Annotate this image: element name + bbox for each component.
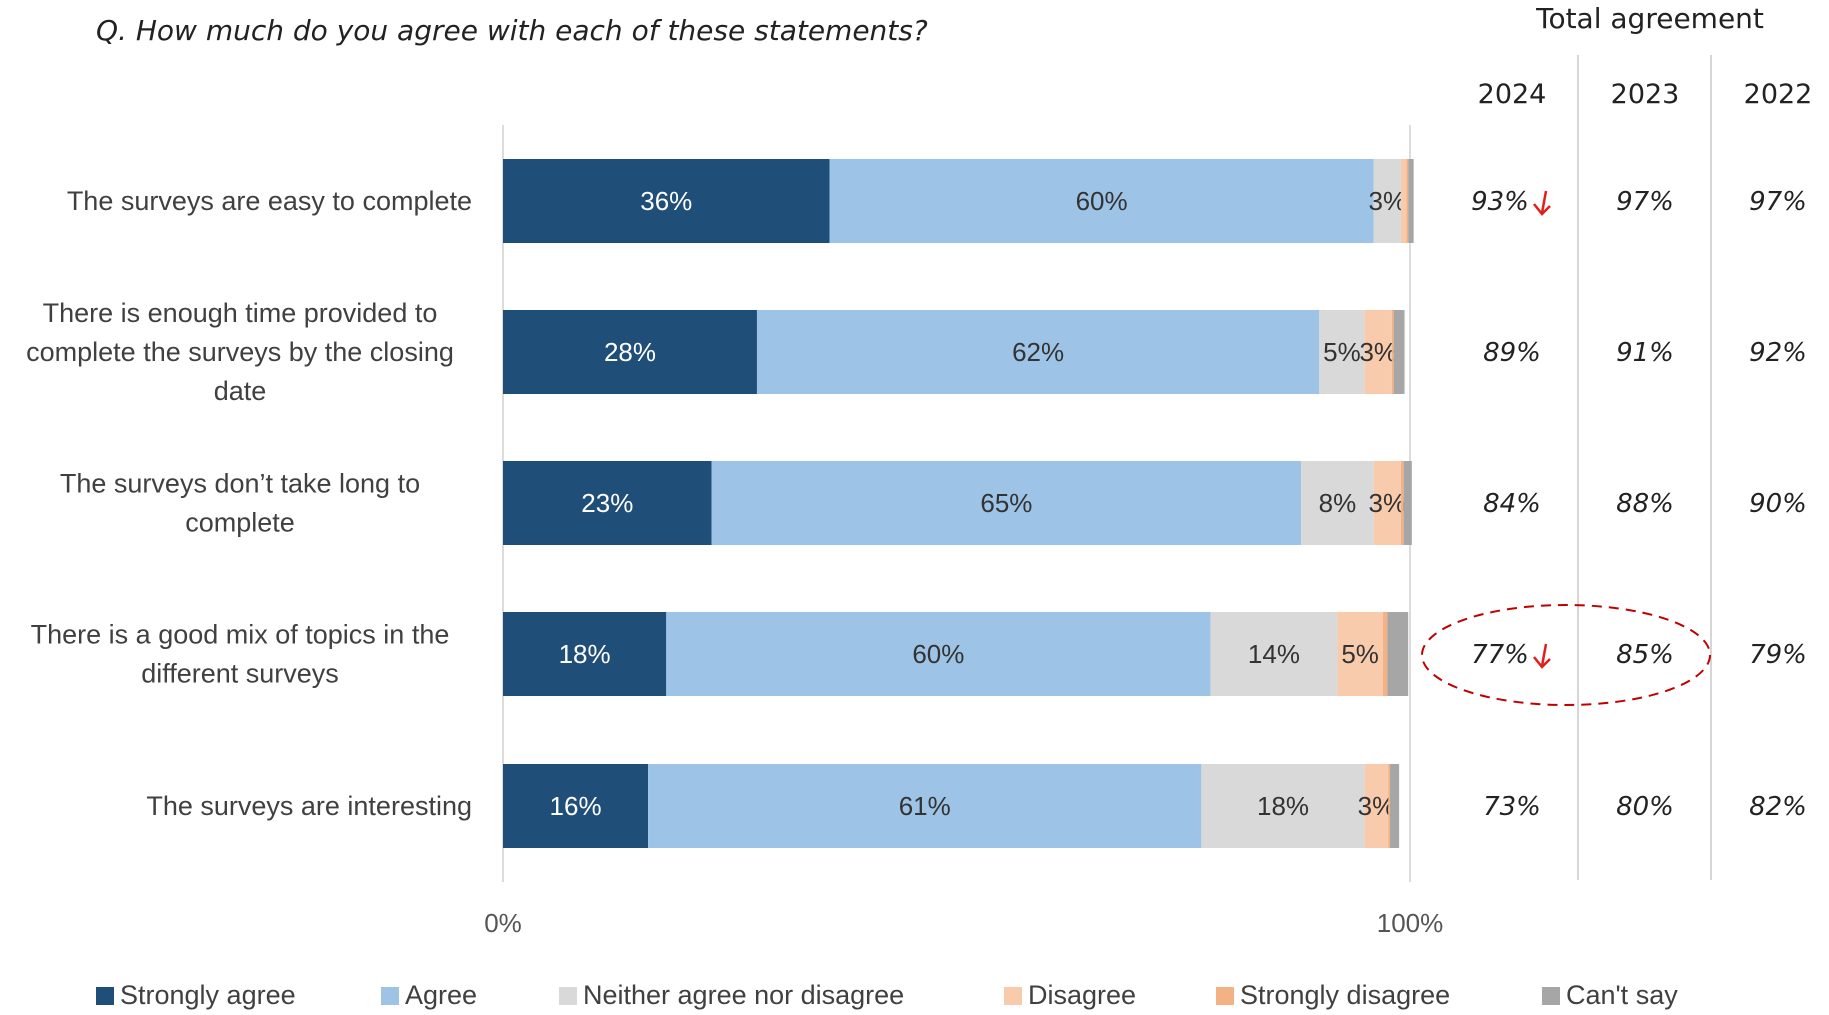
bar-segment-agree	[829, 159, 1374, 243]
bar-segment-disagree	[1400, 159, 1407, 243]
legend-item: Agree	[381, 980, 559, 1011]
down-arrow-icon	[1533, 643, 1551, 669]
legend-label: Strongly disagree	[1240, 980, 1451, 1010]
total-agreement-value: 90%	[1749, 489, 1807, 519]
legend-item: Can't say	[1542, 980, 1702, 1011]
bar-data-label: 28%	[604, 337, 656, 367]
highlight-circle	[1421, 604, 1711, 706]
total-agreement-value: 97%	[1749, 187, 1807, 217]
total-agreement-value: 97%	[1616, 187, 1674, 217]
bar-data-label: 65%	[980, 488, 1032, 518]
legend-item: Strongly agree	[96, 980, 381, 1011]
total-agreement-value: 80%	[1616, 792, 1674, 822]
bar-segment-can-t-say	[1393, 310, 1405, 394]
total-agreement-value: 91%	[1616, 338, 1674, 368]
chart-legend: Strongly agree Agree Neither agree nor dis…	[96, 980, 1702, 1011]
bar-segment-neither-agree-nor-disagree	[1319, 310, 1365, 394]
bar-segment-agree	[756, 310, 1320, 394]
bar-segment-strongly-disagree	[1388, 764, 1391, 848]
year-header-2023: 2023	[1611, 79, 1680, 110]
bar-segment-neither-agree-nor-disagree	[1373, 159, 1401, 243]
total-agreement-title: Total agreement	[1536, 2, 1764, 35]
bar-segment-strongly-agree	[503, 612, 667, 696]
legend-swatch	[1004, 986, 1022, 1005]
total-agreement-value: 88%	[1616, 489, 1674, 519]
down-arrow-icon	[1533, 190, 1551, 216]
bar-segment-strongly-disagree	[1400, 461, 1404, 545]
total-agreement-value: 92%	[1749, 338, 1807, 368]
legend-swatch	[1216, 986, 1234, 1005]
bar-data-label: 3%	[1359, 337, 1397, 367]
bar-segment-disagree	[1373, 461, 1401, 545]
bar-segment-agree	[711, 461, 1302, 545]
bar-segment-strongly-agree	[503, 461, 712, 545]
bar-segment-strongly-disagree	[1382, 612, 1388, 696]
category-label: There is a good mix of topics in the diff…	[31, 620, 450, 689]
bar-segment-can-t-say	[1387, 612, 1409, 696]
x-tick-label: 0%	[484, 908, 522, 938]
total-agreement-value: 85%	[1616, 640, 1674, 670]
legend-item: Disagree	[1004, 980, 1216, 1011]
total-agreement-value: 93%	[1471, 187, 1529, 217]
legend-swatch	[559, 986, 577, 1005]
total-agreement-value: 73%	[1483, 792, 1541, 822]
total-agreement-value: 89%	[1483, 338, 1541, 368]
x-tick-label: 100%	[1377, 908, 1444, 938]
bar-data-label: 61%	[899, 791, 951, 821]
category-label: The surveys are interesting	[146, 791, 472, 821]
bar-data-label: 3%	[1369, 488, 1407, 518]
bar-data-label: 18%	[1257, 791, 1309, 821]
bar-data-label: 5%	[1323, 337, 1361, 367]
bar-segment-neither-agree-nor-disagree	[1301, 461, 1374, 545]
legend-swatch	[1542, 986, 1560, 1005]
bar-data-label: 18%	[559, 639, 611, 669]
bar-segment-neither-agree-nor-disagree	[1201, 764, 1365, 848]
legend-swatch	[96, 986, 114, 1005]
total-agreement-value: 84%	[1483, 489, 1541, 519]
bar-segment-disagree	[1337, 612, 1383, 696]
bar-segment-agree	[648, 764, 1202, 848]
bar-data-label: 60%	[912, 639, 964, 669]
bar-segment-agree	[666, 612, 1211, 696]
bar-data-label: 8%	[1319, 488, 1357, 518]
total-agreement-value: 82%	[1749, 792, 1807, 822]
bar-data-label: 5%	[1341, 639, 1379, 669]
bar-segment-strongly-agree	[503, 310, 757, 394]
category-label: The surveys are easy to complete	[67, 186, 472, 216]
bar-data-label: 3%	[1369, 186, 1407, 216]
year-header-2024: 2024	[1478, 79, 1547, 110]
legend-item: Neither agree nor disagree	[559, 980, 1004, 1011]
bar-segment-disagree	[1364, 310, 1392, 394]
bar-segment-can-t-say	[1403, 461, 1412, 545]
legend-label: Disagree	[1028, 980, 1137, 1010]
year-header-2022: 2022	[1744, 79, 1813, 110]
bar-segment-strongly-disagree	[1406, 159, 1409, 243]
total-agreement-value: 79%	[1749, 640, 1807, 670]
bar-data-label: 36%	[640, 186, 692, 216]
legend-label: Neither agree nor disagree	[583, 980, 905, 1010]
bar-data-label: 60%	[1076, 186, 1128, 216]
total-agreement-value: 77%	[1471, 640, 1529, 670]
bar-segment-disagree	[1364, 764, 1389, 848]
legend-label: Strongly agree	[120, 980, 296, 1010]
bar-segment-strongly-disagree	[1391, 310, 1394, 394]
legend-label: Agree	[405, 980, 478, 1010]
bar-segment-can-t-say	[1408, 159, 1414, 243]
stacked-bar-chart: 0% 100% 36% 60% 3%28% 62% 5%3%23% 65% 8% 3%18% 60…	[26, 55, 1813, 938]
chart-question: Q. How much do you agree with each of th…	[96, 14, 928, 47]
bar-data-label: 62%	[1012, 337, 1064, 367]
bar-segment-neither-agree-nor-disagree	[1210, 612, 1338, 696]
bar-data-label: 14%	[1248, 639, 1300, 669]
bar-segment-can-t-say	[1390, 764, 1400, 848]
bar-segment-strongly-agree	[503, 159, 830, 243]
legend-item: Strongly disagree	[1216, 980, 1542, 1011]
bar-segment-strongly-agree	[503, 764, 649, 848]
category-label: The surveys don’t take long to complete	[60, 469, 420, 538]
bar-data-label: 16%	[550, 791, 602, 821]
category-label: There is enough time provided to complete…	[26, 298, 454, 406]
bar-data-label: 23%	[581, 488, 633, 518]
legend-swatch	[381, 986, 399, 1005]
legend-label: Can't say	[1566, 980, 1678, 1010]
